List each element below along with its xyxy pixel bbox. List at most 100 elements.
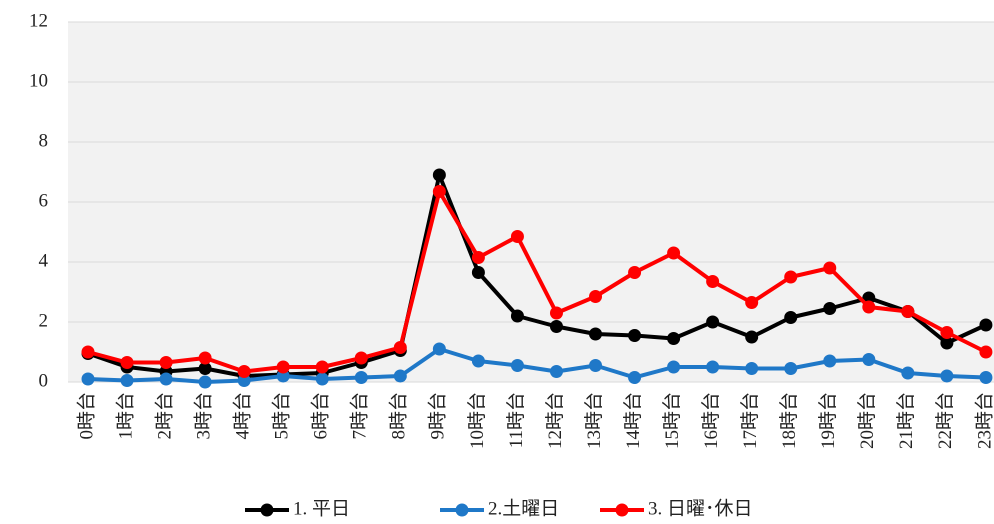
y-tick-label: 8: [39, 130, 49, 151]
data-point: [354, 351, 368, 365]
data-point: [432, 168, 446, 182]
data-point: [862, 353, 876, 366]
data-point: [823, 261, 837, 275]
data-point: [979, 371, 993, 384]
legend-item: 2.土曜日: [440, 497, 559, 519]
y-tick-label: 12: [29, 10, 48, 31]
y-tick-label: 4: [39, 250, 49, 271]
legend-item: 1. 平日: [245, 498, 350, 519]
data-point: [979, 345, 993, 359]
x-tick-label: 9時台: [427, 392, 449, 440]
series-line: [87, 173, 987, 378]
data-point: [471, 266, 485, 279]
data-point: [276, 360, 290, 374]
data-point: [940, 326, 954, 339]
data-point: [745, 296, 759, 309]
data-point: [979, 318, 993, 332]
data-point: [823, 354, 837, 368]
x-tick-label: 8時台: [388, 392, 410, 440]
data-point: [901, 366, 915, 380]
data-point: [510, 230, 524, 243]
data-point: [159, 372, 173, 386]
y-tick-label: 6: [39, 190, 49, 211]
data-point: [237, 374, 251, 387]
data-point: [315, 360, 329, 374]
data-point: [628, 371, 642, 384]
data-point: [237, 365, 251, 378]
data-point: [589, 359, 603, 372]
legend-item: 3. 日曜･休日: [600, 497, 753, 519]
data-point: [471, 354, 485, 368]
x-tick-label: 1時台: [114, 392, 136, 440]
x-tick-label: 16時台: [700, 392, 722, 449]
x-tick-label: 4時台: [232, 392, 254, 440]
data-point: [784, 270, 798, 284]
x-tick-label: 14時台: [622, 392, 644, 449]
data-point: [940, 336, 954, 350]
legend-label: 3. 日曜･休日: [648, 497, 753, 519]
x-tick-label: 3時台: [192, 392, 214, 440]
data-point: [198, 375, 212, 389]
data-point: [901, 305, 915, 318]
data-point: [120, 374, 134, 387]
data-point: [198, 362, 212, 375]
legend-label: 1. 平日: [293, 498, 350, 519]
data-point: [589, 327, 603, 341]
data-point: [354, 371, 368, 384]
x-tick-label: 7時台: [349, 392, 371, 440]
data-point: [159, 356, 173, 369]
data-point: [471, 251, 485, 264]
y-tick-label: 10: [29, 70, 48, 91]
data-point: [81, 372, 95, 386]
x-tick-label: 2時台: [153, 392, 175, 440]
data-point: [706, 275, 720, 288]
data-point: [549, 365, 563, 378]
data-point: [549, 306, 563, 320]
data-point: [667, 332, 681, 345]
data-point: [667, 360, 681, 374]
x-tick-label: 18時台: [778, 392, 800, 449]
data-point: [628, 329, 642, 342]
data-point: [628, 266, 642, 279]
data-point: [667, 246, 681, 260]
data-point: [823, 302, 837, 315]
x-tick-label: 6時台: [310, 392, 332, 440]
data-point: [589, 290, 603, 303]
x-tick-label: 5時台: [271, 392, 293, 440]
x-tick-label: 17時台: [739, 392, 761, 449]
data-point: [432, 342, 446, 356]
data-point: [784, 362, 798, 375]
data-point: [510, 359, 524, 372]
x-tick-label: 15時台: [661, 392, 683, 449]
data-point: [432, 185, 446, 198]
data-point: [510, 309, 524, 323]
x-tick-label: 13時台: [583, 392, 605, 449]
x-tick-label: 10時台: [466, 392, 488, 449]
data-point: [745, 362, 759, 375]
y-tick-label: 2: [39, 310, 49, 331]
data-point: [393, 341, 407, 354]
data-point: [862, 300, 876, 314]
data-point: [198, 351, 212, 365]
data-point: [276, 369, 290, 383]
x-tick-label: 19時台: [817, 392, 839, 449]
legend-marker: [260, 503, 274, 517]
series-line: [87, 347, 986, 384]
data-point: [549, 320, 563, 333]
legend-marker: [615, 503, 629, 517]
x-tick-label: 20時台: [856, 392, 878, 449]
x-tick-label: 21時台: [895, 392, 917, 449]
data-point: [81, 345, 95, 359]
x-tick-label: 23時台: [973, 392, 994, 449]
legend-label: 2.土曜日: [488, 497, 559, 519]
data-point: [706, 360, 720, 374]
x-tick-label: 11時台: [505, 392, 527, 448]
data-point: [745, 330, 759, 344]
data-point: [315, 372, 329, 386]
x-tick-label: 12時台: [544, 392, 566, 449]
series-line: [87, 189, 987, 374]
x-tick-label: 22時台: [934, 392, 956, 449]
y-tick-label: 0: [39, 370, 49, 391]
data-point: [120, 356, 134, 369]
